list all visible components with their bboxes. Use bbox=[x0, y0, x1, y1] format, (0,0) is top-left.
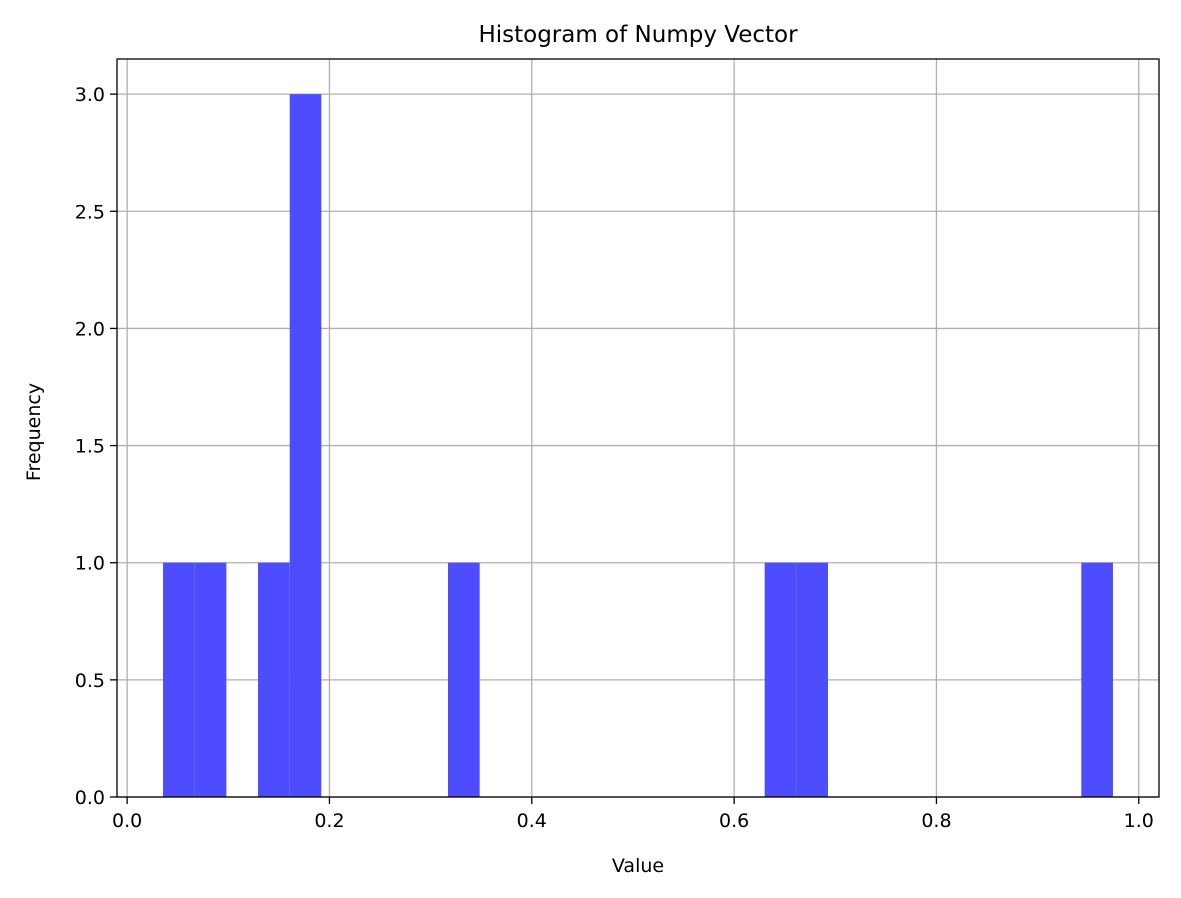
y-tick-label: 2.5 bbox=[75, 201, 105, 223]
histogram-bar bbox=[448, 562, 480, 797]
y-tick-label: 0.5 bbox=[75, 670, 105, 692]
y-axis-label: Frequency bbox=[23, 383, 45, 481]
x-tick-label: 0.0 bbox=[112, 810, 142, 832]
y-tick-label: 2.0 bbox=[75, 318, 105, 340]
histogram-bar bbox=[1081, 562, 1113, 797]
histogram-bars bbox=[163, 94, 1113, 797]
x-axis-ticks: 0.0 0.2 0.4 0.6 0.8 1.0 bbox=[112, 797, 1154, 832]
y-tick-label: 0.0 bbox=[75, 787, 105, 809]
x-tick-label: 0.6 bbox=[719, 810, 749, 832]
x-tick-label: 0.4 bbox=[517, 810, 547, 832]
y-tick-label: 3.0 bbox=[75, 84, 105, 106]
histogram-bar bbox=[163, 562, 195, 797]
x-tick-label: 0.8 bbox=[921, 810, 951, 832]
x-tick-label: 0.2 bbox=[314, 810, 344, 832]
histogram-bar bbox=[764, 562, 797, 797]
histogram-bar bbox=[289, 94, 322, 797]
y-axis-ticks: 0.0 0.5 1.0 1.5 2.0 2.5 3.0 bbox=[75, 84, 117, 809]
x-axis-label: Value bbox=[612, 855, 664, 877]
y-tick-label: 1.5 bbox=[75, 436, 105, 458]
axes-frame bbox=[116, 58, 1160, 798]
histogram-bar bbox=[796, 562, 828, 797]
y-tick-label: 1.0 bbox=[75, 553, 105, 575]
x-tick-label: 1.0 bbox=[1124, 810, 1154, 832]
chart-title: Histogram of Numpy Vector bbox=[478, 22, 798, 48]
histogram-bar bbox=[194, 562, 227, 797]
histogram-bar bbox=[258, 562, 290, 797]
